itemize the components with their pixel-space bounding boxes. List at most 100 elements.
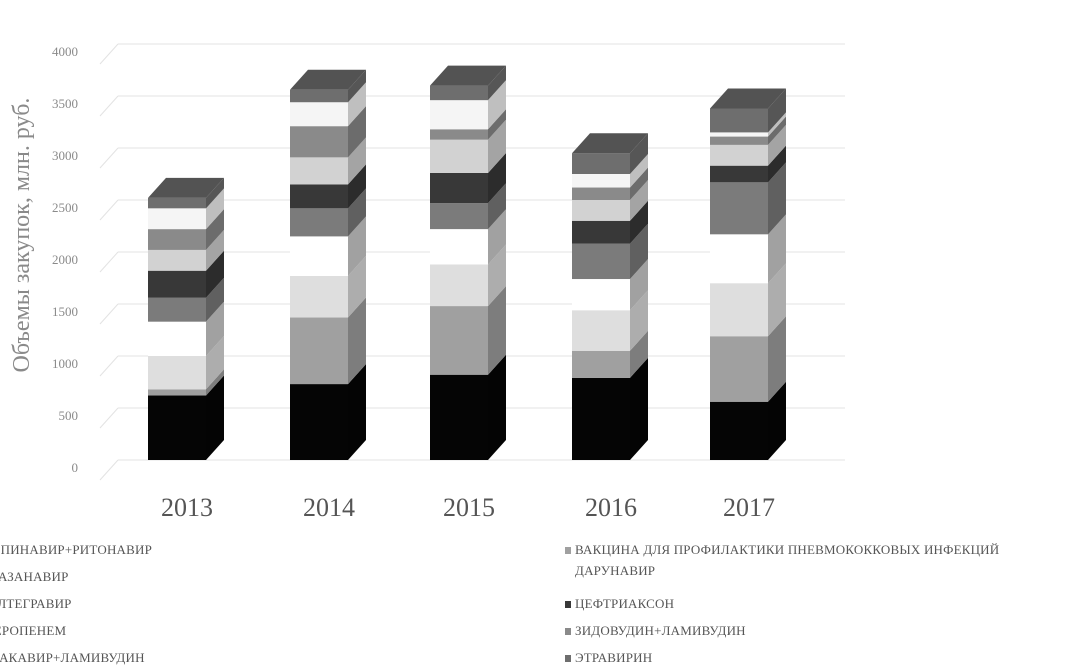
chart-bars bbox=[148, 65, 786, 460]
bar-segment bbox=[430, 129, 488, 140]
bar-segment-side bbox=[348, 297, 366, 385]
bar-top bbox=[430, 65, 506, 86]
legend-label: ДАРУНАВИР bbox=[575, 563, 656, 578]
bar-segment bbox=[290, 157, 348, 185]
legend-label: ЭТРАВИРИН bbox=[575, 650, 653, 665]
x-tick-label: 2013 bbox=[161, 493, 213, 522]
x-axis-ticks: 2013 2014 2015 2016 2017 bbox=[161, 493, 775, 522]
bar-segment bbox=[572, 220, 630, 244]
bar-top bbox=[572, 133, 648, 154]
gridline-slant bbox=[99, 355, 119, 377]
bar-segment bbox=[148, 395, 206, 460]
legend-label: ВАКЦИНА ДЛЯ ПРОФИЛАКТИКИ ПНЕВМОКОККОВЫХ … bbox=[575, 542, 1000, 557]
bar-segment bbox=[148, 389, 206, 396]
bar-segment bbox=[148, 197, 206, 209]
y-tick-label: 1500 bbox=[52, 304, 78, 319]
bar-segment-side bbox=[488, 183, 506, 230]
bar-segment-side bbox=[348, 137, 366, 185]
legend-swatch bbox=[565, 627, 571, 635]
bar-segment bbox=[430, 172, 488, 204]
bar-segment-side bbox=[630, 330, 648, 378]
bar-segment bbox=[148, 208, 206, 230]
legend-item: АБАКАВИР+ЛАМИВУДИН bbox=[0, 649, 145, 667]
bar-stack-2013 bbox=[148, 177, 224, 460]
bar-segment bbox=[572, 153, 630, 174]
bar-segment-side bbox=[630, 357, 648, 460]
bar-segment-side bbox=[768, 112, 786, 137]
legend-swatch bbox=[565, 567, 571, 575]
bar-segment-side bbox=[630, 167, 648, 200]
y-tick-label: 0 bbox=[72, 460, 79, 475]
gridline-slant bbox=[99, 147, 119, 169]
gridline-slant bbox=[99, 251, 119, 273]
bar-segment bbox=[430, 229, 488, 265]
bar-segment-side bbox=[768, 162, 786, 235]
bar-segment bbox=[290, 208, 348, 237]
bar-segment bbox=[148, 249, 206, 271]
y-axis-ticks: 0 500 1000 1500 2000 2500 3000 3500 4000 bbox=[52, 44, 78, 475]
bar-segment-side bbox=[768, 116, 786, 145]
bar-segment-side bbox=[768, 316, 786, 402]
bar-segment bbox=[430, 374, 488, 460]
bar-segment-side bbox=[488, 119, 506, 173]
legend-item: ЦЕФТРИАКСОН bbox=[565, 595, 674, 613]
bar-segment-side bbox=[488, 244, 506, 307]
gridline-slant bbox=[99, 459, 119, 481]
bar-segment-side bbox=[206, 229, 224, 271]
bar-segment-side bbox=[630, 180, 648, 221]
bar-segment bbox=[710, 401, 768, 460]
legend-swatch bbox=[565, 546, 571, 554]
bar-segment-side bbox=[348, 255, 366, 318]
bar-segment bbox=[710, 108, 768, 133]
y-tick-label: 4000 bbox=[52, 44, 78, 59]
legend-item: ЭТРАВИРИН bbox=[565, 649, 652, 667]
bar-segment-side bbox=[348, 364, 366, 460]
bar-segment-side bbox=[206, 209, 224, 250]
bar-segment bbox=[572, 187, 630, 200]
bar-segment bbox=[290, 275, 348, 318]
bar-segment-side bbox=[488, 152, 506, 204]
legend-label: ЗИДОВУДИН+ЛАМИВУДИН bbox=[575, 623, 746, 638]
legend-swatch bbox=[565, 654, 571, 662]
x-tick-label: 2016 bbox=[585, 493, 637, 522]
legend-label: АТАЗАНАВИР bbox=[0, 569, 69, 584]
bar-segment bbox=[710, 336, 768, 402]
bar-segment-side bbox=[348, 164, 366, 209]
gridline-slant bbox=[99, 43, 119, 65]
legend-item: ВАКЦИНА ДЛЯ ПРОФИЛАКТИКИ ПНЕВМОКОККОВЫХ … bbox=[565, 541, 999, 559]
bar-segment bbox=[290, 317, 348, 385]
bar-segment-side bbox=[348, 69, 366, 103]
bar-segment bbox=[430, 85, 488, 101]
bar-segment bbox=[572, 377, 630, 460]
bar-top bbox=[290, 69, 366, 90]
bar-segment-side bbox=[630, 133, 648, 174]
y-tick-label: 3000 bbox=[52, 148, 78, 163]
bar-segment bbox=[430, 203, 488, 230]
bar-segment-side bbox=[206, 375, 224, 460]
legend-item: РАЛТЕГРАВИР bbox=[0, 595, 72, 613]
legend-label: ЦЕФТРИАКСОН bbox=[575, 596, 675, 611]
bar-segment-side bbox=[488, 109, 506, 140]
bar-segment bbox=[572, 243, 630, 280]
bar-segment bbox=[430, 264, 488, 307]
bar-segment-side bbox=[206, 250, 224, 298]
bar-segment-side bbox=[206, 188, 224, 230]
bar-segment-side bbox=[488, 80, 506, 130]
bar-segment bbox=[430, 306, 488, 375]
bar-segment bbox=[710, 182, 768, 235]
bar-segment-side bbox=[630, 154, 648, 188]
legend-item: ДАРУНАВИР bbox=[565, 562, 655, 580]
bar-segment-side bbox=[348, 82, 366, 127]
legend-label: РАЛТЕГРАВИР bbox=[0, 596, 72, 611]
bar-segment bbox=[148, 297, 206, 322]
bar-top bbox=[148, 177, 224, 198]
bar-segment bbox=[572, 350, 630, 378]
bar-segment bbox=[710, 234, 768, 284]
bar-segment-side bbox=[348, 188, 366, 237]
bar-segment bbox=[710, 132, 768, 137]
bar-segment bbox=[290, 184, 348, 209]
bar-segment bbox=[572, 174, 630, 188]
bar-segment bbox=[430, 100, 488, 130]
bar-segment bbox=[290, 102, 348, 127]
y-tick-label: 2000 bbox=[52, 252, 78, 267]
